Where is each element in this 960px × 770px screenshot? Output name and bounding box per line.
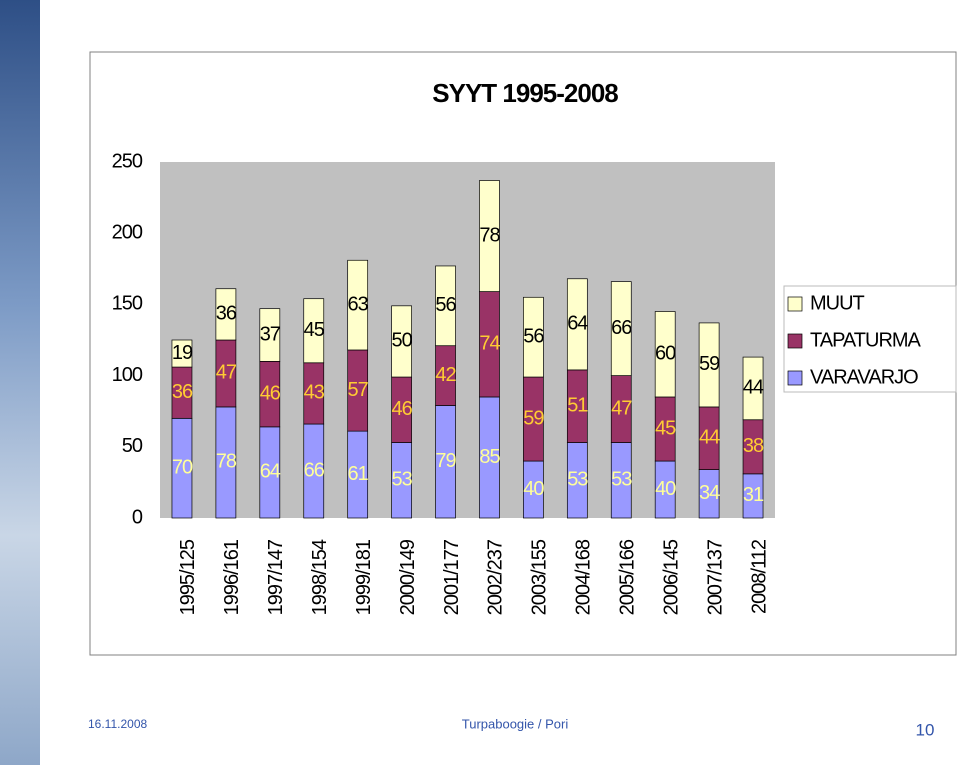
x-tick-label: 2006/145 (660, 539, 682, 615)
data-label: 61 (348, 463, 369, 485)
data-label: 70 (172, 456, 193, 478)
data-label: 47 (611, 397, 632, 419)
data-label: 64 (260, 461, 281, 483)
chart-title: SYYT 1995-2008 (432, 78, 618, 108)
data-label: 53 (391, 469, 412, 491)
legend-swatch (787, 333, 803, 349)
data-label: 66 (611, 317, 632, 339)
footer-date: 16.11.2008 (88, 717, 147, 731)
bar-segment (171, 339, 193, 368)
bar-segment (435, 265, 456, 347)
legend (783, 285, 957, 393)
y-tick-label: 150 (112, 293, 143, 315)
data-label: 19 (172, 342, 193, 364)
x-tick-label: 1995/125 (177, 539, 199, 615)
data-label: 36 (216, 303, 237, 325)
y-tick-label: 0 (132, 506, 143, 528)
x-tick-label: 1998/154 (309, 539, 331, 615)
data-label: 36 (172, 381, 193, 403)
data-label: 47 (216, 362, 237, 384)
legend-label: MUUT (810, 292, 865, 314)
y-tick-label: 200 (112, 221, 143, 243)
data-label: 74 (479, 333, 500, 355)
data-label: 40 (655, 478, 676, 500)
sky-strip (0, 0, 40, 765)
legend-swatch (787, 296, 803, 312)
data-label: 63 (348, 293, 369, 315)
data-label: 57 (348, 379, 369, 401)
x-tick-label: 2005/166 (617, 539, 639, 615)
data-label: 34 (699, 482, 720, 504)
data-label: 45 (655, 417, 676, 439)
x-tick-label: 2007/137 (704, 539, 726, 615)
x-tick-label: 2001/177 (441, 539, 463, 615)
bar-segment (303, 298, 325, 364)
bar-segment (698, 322, 720, 408)
bar-segment (479, 180, 500, 292)
data-label: 40 (523, 478, 544, 500)
x-tick-label: 2003/155 (529, 539, 551, 615)
data-label: 46 (391, 398, 412, 420)
bar-segment (215, 288, 237, 341)
legend-swatch (787, 370, 803, 386)
data-label: 37 (260, 323, 281, 345)
x-tick-label: 2008/112 (748, 539, 770, 614)
bar-segment (566, 278, 588, 371)
data-label: 56 (435, 294, 456, 316)
bar-segment (742, 356, 764, 421)
data-label: 60 (655, 343, 676, 365)
bar-segment (347, 259, 369, 351)
data-label: 44 (699, 427, 720, 449)
data-label: 64 (567, 313, 588, 335)
data-label: 42 (435, 364, 456, 386)
plot-area (160, 162, 775, 518)
data-label: 53 (567, 469, 588, 491)
data-label: 53 (611, 469, 632, 491)
y-tick-label: 250 (112, 150, 143, 172)
page-number: 10 (916, 720, 935, 739)
x-tick-label: 2002/237 (485, 539, 507, 615)
x-tick-label: 1999/181 (353, 539, 375, 615)
x-tick-label: 2004/168 (573, 539, 595, 615)
data-label: 43 (304, 382, 325, 404)
data-label: 51 (567, 394, 588, 416)
data-label: 38 (743, 435, 764, 457)
bar-segment (610, 281, 632, 376)
data-label: 78 (216, 451, 237, 473)
data-label: 45 (304, 319, 325, 341)
x-tick-label: 1997/147 (265, 539, 287, 615)
data-label: 46 (260, 382, 281, 404)
footer-center: Turpaboogie / Pori (462, 716, 569, 731)
x-tick-label: 2000/149 (397, 539, 419, 615)
data-label: 50 (391, 330, 412, 352)
bar-segment (259, 308, 281, 362)
legend-label: TAPATURMA (810, 329, 922, 351)
bar-segment (391, 305, 412, 378)
x-tick-label: 1996/161 (221, 539, 243, 615)
data-label: 66 (304, 459, 325, 481)
data-label: 59 (699, 353, 720, 375)
y-tick-label: 100 (112, 364, 143, 386)
y-tick-label: 50 (122, 435, 143, 457)
data-label: 79 (435, 450, 456, 472)
bar-segment (654, 311, 676, 398)
data-label: 85 (479, 446, 500, 468)
data-label: 44 (743, 377, 764, 399)
data-label: 31 (743, 484, 764, 506)
bar-segment (523, 296, 544, 378)
data-label: 59 (523, 407, 544, 429)
legend-label: VARAVARJO (810, 366, 918, 388)
data-label: 78 (479, 224, 500, 246)
data-label: 56 (523, 325, 544, 347)
